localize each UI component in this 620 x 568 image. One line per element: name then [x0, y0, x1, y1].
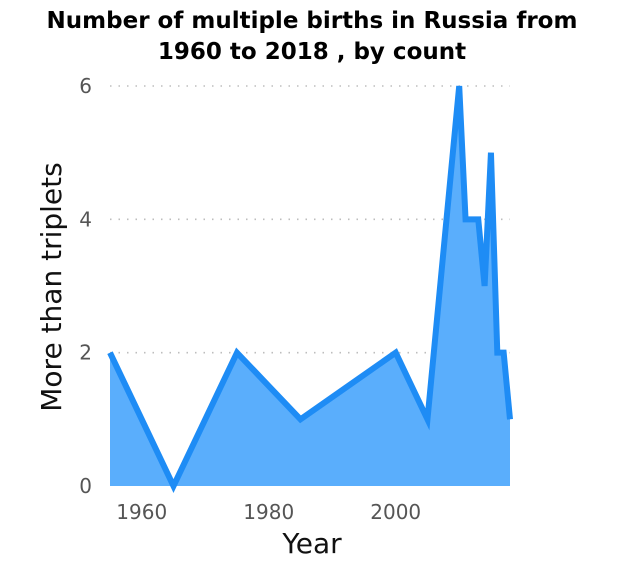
chart-title-line-2: 1960 to 2018 , by count [158, 39, 466, 65]
y-tick-label-2: 4 [79, 207, 92, 231]
x-tick-label-2: 2000 [370, 500, 421, 524]
series-area-fill-0 [110, 86, 510, 486]
y-tick-label-0: 0 [79, 474, 92, 498]
series-line-0 [107, 85, 513, 493]
x-tick-label-0: 1960 [116, 500, 167, 524]
plot-area [107, 85, 513, 493]
y-tick-label-3: 6 [79, 74, 92, 98]
x-axis-label: Year [281, 527, 342, 560]
y-tick-label-1: 2 [79, 341, 92, 365]
x-tick-label-1: 1980 [243, 500, 294, 524]
y-axis-label: More than triplets [35, 162, 68, 411]
y-axis-ticks: 0 2 4 6 [79, 74, 92, 498]
chart-title-line-1: Number of multiple births in Russia from [47, 8, 578, 34]
x-axis-ticks: 1960 1980 2000 [116, 500, 421, 524]
